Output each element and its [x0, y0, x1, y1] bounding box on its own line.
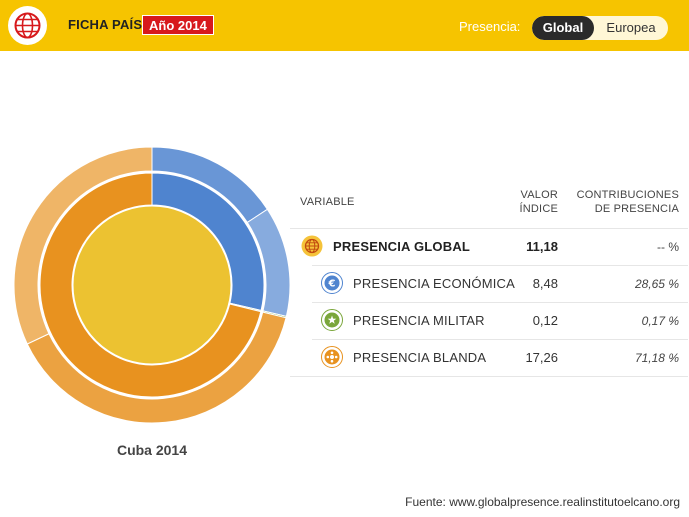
- header-valor: VALOR ÍNDICE: [498, 188, 558, 216]
- presence-toggle: Global Europea: [532, 16, 668, 40]
- row-value-blanda: 17,26: [525, 350, 558, 365]
- table-row-divider: [312, 265, 688, 266]
- table-row-divider: [290, 376, 688, 377]
- table-row-divider: [312, 339, 688, 340]
- header-valor-line2: ÍNDICE: [519, 203, 558, 215]
- chart-outer-slice[interactable]: [13, 146, 153, 345]
- row-value-militar: 0,12: [532, 313, 558, 328]
- presence-label: Presencia:: [459, 19, 521, 34]
- chart-caption: Cuba 2014: [116, 442, 188, 458]
- toggle-global[interactable]: Global: [532, 16, 594, 40]
- row-label-economica: PRESENCIA ECONÓMICA: [353, 276, 515, 291]
- top-bar: FICHA PAÍS Año 2014 Presencia: Global Eu…: [0, 0, 689, 51]
- row-contrib-economica: 28,65 %: [634, 277, 679, 291]
- soft-power-icon: [321, 346, 343, 368]
- source-footer: Fuente: www.globalpresence.realinstituto…: [405, 495, 680, 509]
- row-label-militar: PRESENCIA MILITAR: [353, 313, 485, 328]
- star-icon: [321, 309, 343, 331]
- globe-icon: [301, 235, 323, 257]
- row-label-global: PRESENCIA GLOBAL: [333, 239, 471, 254]
- row-value-global: 11,18: [526, 239, 558, 254]
- row-contrib-militar: 0,17 %: [641, 314, 679, 328]
- chart-centre-global[interactable]: [72, 205, 232, 365]
- row-value-economica: 8,48: [532, 276, 558, 291]
- header-contribuciones: CONTRIBUCIONES DE PRESENCIA: [560, 188, 679, 216]
- year-badge[interactable]: Año 2014: [142, 15, 214, 35]
- svg-text:€: €: [328, 279, 336, 290]
- table-divider: [290, 228, 688, 229]
- row-contrib-global: -- %: [657, 240, 679, 254]
- toggle-europea[interactable]: Europea: [606, 20, 656, 35]
- header-contrib-line1: CONTRIBUCIONES: [576, 189, 679, 201]
- header-contrib-line2: DE PRESENCIA: [594, 203, 679, 215]
- chart-segment-3[interactable]: [39, 172, 262, 398]
- row-contrib-blanda: 71,18 %: [634, 351, 679, 365]
- euro-icon: €: [321, 272, 343, 294]
- globe-logo-icon: [8, 6, 47, 45]
- row-label-blanda: PRESENCIA BLANDA: [353, 350, 487, 365]
- table-row-divider: [312, 302, 688, 303]
- page-title: FICHA PAÍS: [68, 17, 143, 32]
- header-valor-line1: VALOR: [520, 189, 558, 201]
- header-variable: VARIABLE: [300, 196, 355, 208]
